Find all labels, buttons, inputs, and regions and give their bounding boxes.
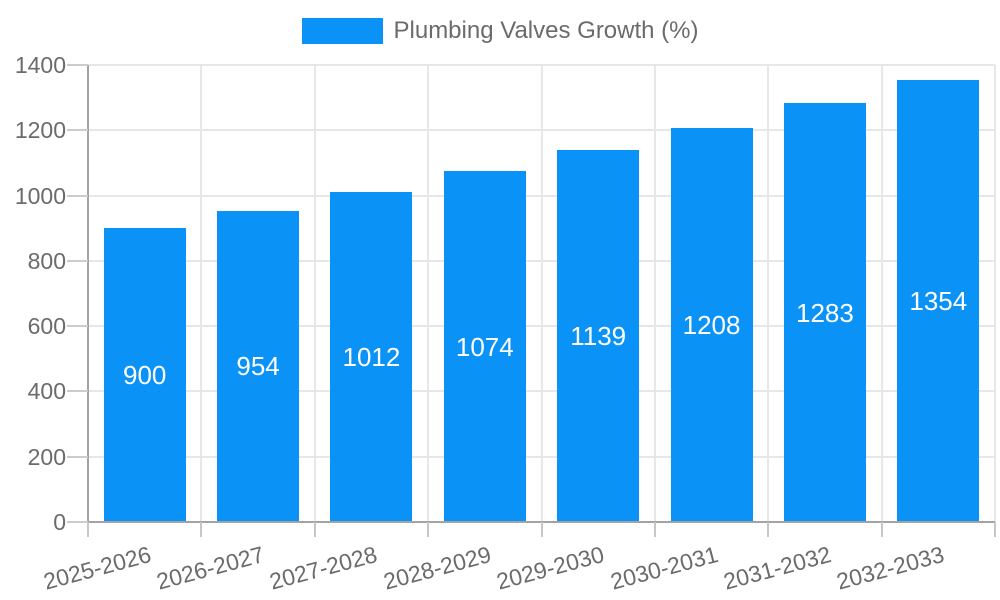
bar-value-label: 1012 (342, 341, 401, 372)
x-axis-label: 2032-2033 (834, 541, 948, 595)
v-gridline (994, 65, 996, 522)
bar-value-label: 954 (236, 351, 280, 382)
v-gridline (880, 65, 883, 522)
x-axis-tick (313, 522, 316, 537)
legend-swatch (301, 18, 383, 44)
bar-2032-2033: 1354 (897, 80, 980, 522)
bar-value-label: 900 (122, 360, 167, 391)
bar-2029-2030: 1139 (557, 150, 640, 522)
v-gridline (540, 65, 543, 522)
x-axis-tick (540, 522, 543, 537)
bar-2028-2029: 1074 (443, 171, 526, 522)
y-axis-tick (67, 521, 88, 523)
x-axis-tick (767, 522, 770, 537)
x-axis-label: 2026-2027 (153, 541, 267, 595)
y-axis-label: 600 (27, 313, 66, 340)
y-axis-tick (67, 259, 88, 262)
y-axis-tick (67, 194, 88, 197)
bar-2030-2031: 1208 (670, 127, 753, 522)
x-axis-label: 2027-2028 (267, 541, 381, 595)
legend: Plumbing Valves Growth (%) (0, 17, 1000, 45)
y-axis-label: 200 (27, 443, 66, 470)
x-axis-label: 2028-2029 (380, 541, 494, 595)
y-axis-label: 1200 (14, 117, 66, 144)
y-axis-label: 1000 (14, 182, 66, 209)
bar-2031-2032: 1283 (783, 103, 866, 522)
bar-value-label: 1283 (796, 297, 854, 328)
v-gridline (313, 65, 316, 522)
x-axis-tick (200, 522, 203, 537)
legend-label: Plumbing Valves Growth (%) (393, 17, 699, 44)
y-axis-tick (67, 64, 88, 66)
y-axis-label: 0 (53, 509, 66, 535)
bar-value-label: 1208 (682, 309, 741, 340)
bar-value-label: 1354 (909, 286, 968, 317)
plot-area: 900 954 1012 1074 1139 1208 1283 1354 (87, 64, 996, 523)
y-axis-label: 400 (27, 378, 66, 405)
x-axis-label: 2031-2032 (720, 541, 834, 595)
y-axis-tick (67, 129, 88, 132)
x-axis-label: 2029-2030 (493, 541, 607, 595)
y-axis-tick (67, 455, 88, 458)
x-axis-tick (653, 522, 656, 537)
v-gridline (653, 65, 656, 522)
bar-2026-2027: 954 (217, 210, 300, 522)
x-axis-tick (87, 522, 89, 537)
y-axis-tick (67, 390, 88, 393)
x-axis-label: 2030-2031 (607, 541, 721, 595)
bar-2027-2028: 1012 (330, 191, 413, 522)
x-axis-tick (427, 522, 430, 537)
v-gridline (767, 65, 770, 522)
bar-value-label: 1139 (570, 321, 627, 352)
bar-value-label: 1074 (455, 331, 514, 362)
bar-2025-2026: 900 (103, 228, 186, 522)
y-axis-line (87, 65, 89, 523)
y-axis-label: 1400 (14, 52, 66, 78)
x-axis-label: 2025-2026 (40, 541, 154, 595)
x-axis-tick (994, 522, 996, 537)
v-gridline (427, 65, 430, 522)
y-axis-label: 800 (27, 247, 66, 274)
x-axis-tick (880, 522, 883, 537)
v-gridline (200, 65, 203, 522)
y-axis-tick (67, 325, 88, 328)
